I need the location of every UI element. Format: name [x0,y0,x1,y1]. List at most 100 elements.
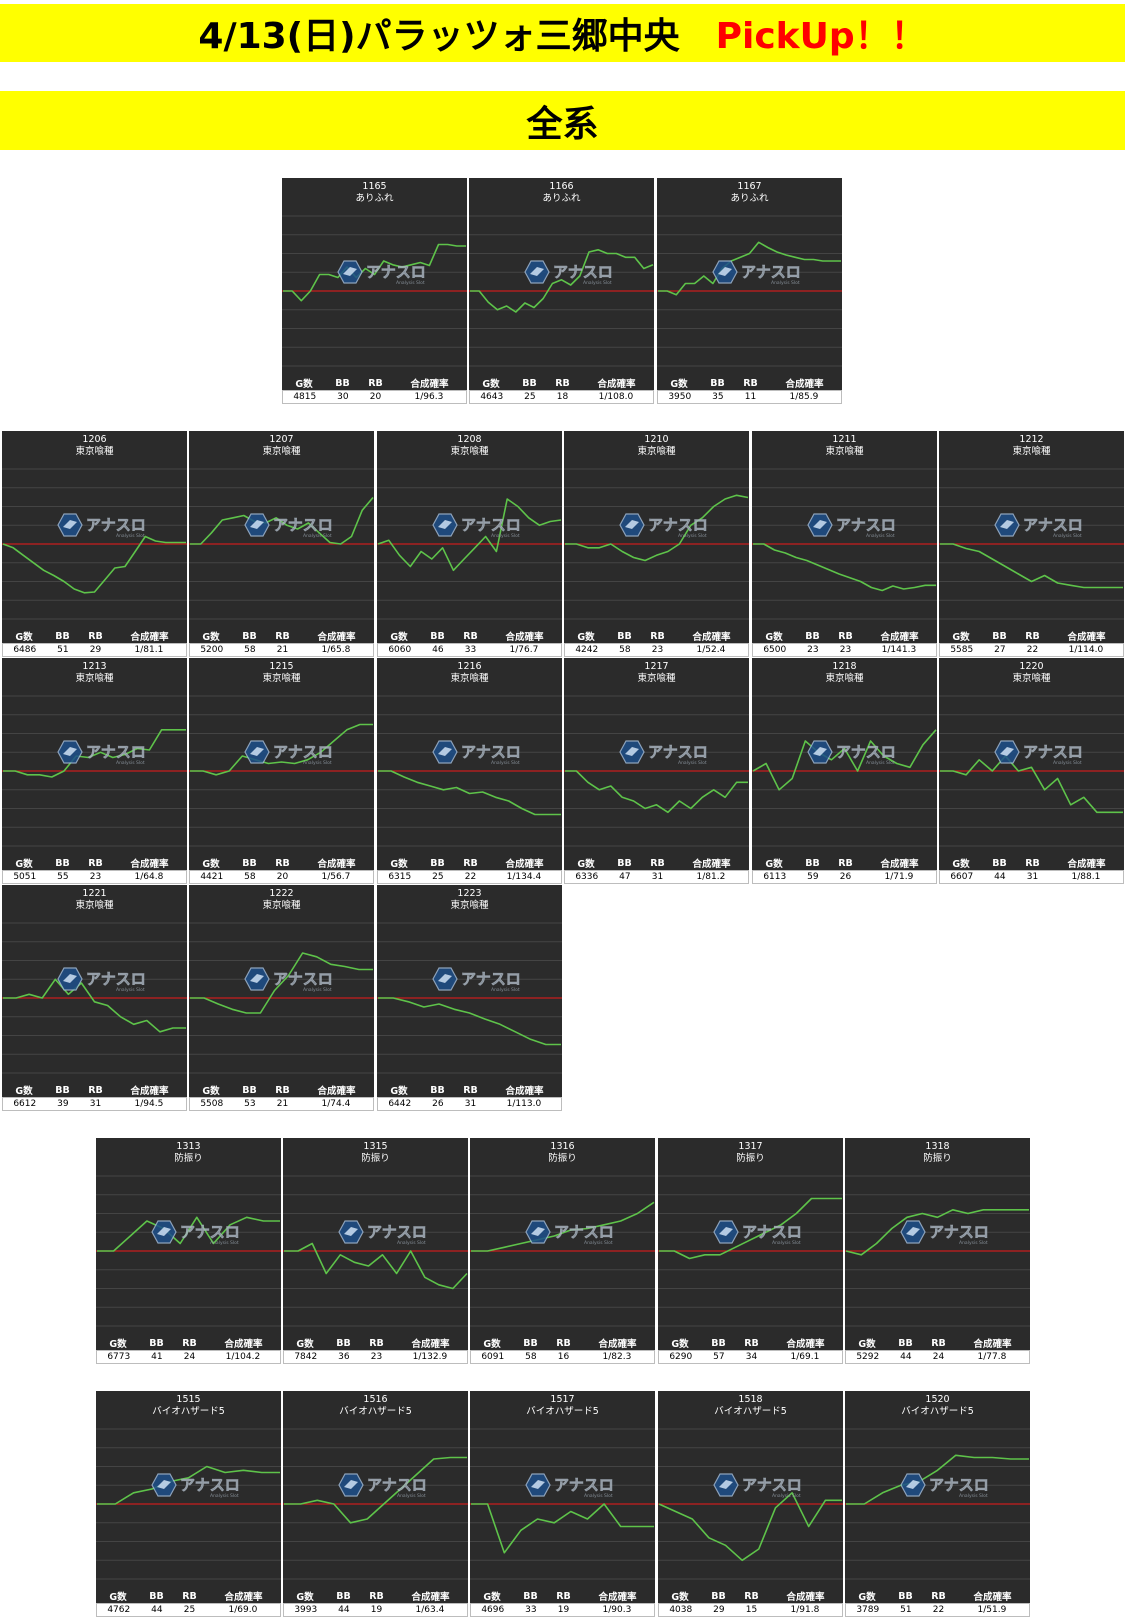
machine-number: 1515 [176,1394,201,1405]
logo-mark [63,520,77,529]
machine-number: 1215 [269,661,294,672]
watermark-text: アナスロ [86,970,146,988]
bb-value: 59 [807,872,819,882]
watermark-text: アナスロ [836,516,896,534]
line-chart [189,695,374,847]
stat-header-cell: 合成確率 [505,632,544,643]
stat-header-cell: 合成確率 [692,632,731,643]
watermark-text: アナスロ [742,1223,802,1241]
stat-header-cell: BB [898,1590,913,1602]
line-chart [96,1175,281,1327]
rate-value: 1/82.3 [602,1352,632,1362]
stat-header-cell: BB [711,1337,726,1349]
rb-value: 24 [932,1352,945,1362]
section-title: 全系 [526,103,599,145]
machine-model: 防振り [923,1152,952,1164]
machine-number: 1218 [832,661,857,672]
line-chart [658,1428,843,1580]
logo-mark [157,1227,171,1236]
stat-header-cell: RB [275,1084,290,1096]
machine-model: 東京喰種 [75,445,114,457]
stat-header-cell: RB [369,1337,384,1349]
machine-number: 1317 [738,1141,763,1152]
stat-header-cell: G数 [296,1592,314,1603]
machine-number: 1208 [457,434,482,445]
watermark-subtext: Analysis Slot [116,533,145,539]
line-chart [2,695,187,847]
stat-header-cell: RB [931,1590,946,1602]
rate-value: 1/90.3 [602,1605,632,1615]
machine-chart-card: 1215 東京喰種 アナスロ Analysis Slot G数 BB RB 合成確率 4421 5… [189,658,374,884]
stat-header-cell: G数 [577,632,595,643]
machine-model: 東京喰種 [637,445,676,457]
stat-header-cell: BB [710,377,725,389]
stat-header-cell: 合成確率 [973,1339,1012,1350]
stats-table: G数 BB RB 合成確率 3789 51 22 1/51.9 [845,1588,1030,1617]
rate-value: 1/114.0 [1068,645,1104,655]
chart-header: 1217 東京喰種 [564,661,749,684]
stat-header-cell: RB [744,1337,759,1349]
series-line [283,243,466,302]
machine-chart-card: 1207 東京喰種 アナスロ Analysis Slot G数 BB RB 合成確率 5200 5… [189,431,374,657]
stats-table: G数 BB RB 合成確率 6315 25 22 1/134.4 [377,855,562,884]
stat-header-cell: BB [430,630,445,642]
stat-header-cell: BB [992,857,1007,869]
watermark-subtext: Analysis Slot [303,760,332,766]
stat-header-cell: 合成確率 [411,1339,450,1350]
stat-header-cell: G数 [482,379,500,390]
page-title: 4/13(日)パラッツォ三郷中央 [198,16,680,57]
line-chart [845,1175,1030,1327]
rate-value: 1/108.0 [598,392,634,402]
stats-table: G数 BB RB 合成確率 7842 36 23 1/132.9 [283,1335,468,1364]
bb-value: 33 [525,1605,537,1615]
machine-chart-card: 1520 バイオハザード5 アナスロ Analysis Slot G数 BB RB 合成確率 3… [845,1391,1030,1617]
stat-header-cell: RB [744,1590,759,1602]
rate-value: 1/134.4 [506,872,542,882]
machine-chart-card: 1218 東京喰種 アナスロ Analysis Slot G数 BB RB 合成確率 6113 5… [752,658,937,884]
games-value: 6336 [575,872,599,882]
chart-header: 1313 防振り [96,1141,281,1164]
machine-number: 1318 [925,1141,950,1152]
chart-header: 1166 ありふれ [469,181,654,204]
stat-header-cell: 合成確率 [786,1339,825,1350]
games-value: 4038 [669,1605,693,1615]
stat-header-cell: RB [838,630,853,642]
series-line [658,1492,842,1562]
bb-value: 58 [525,1352,537,1362]
line-chart [657,215,842,367]
watermark-subtext: Analysis Slot [678,760,707,766]
stat-header-cell: G数 [202,632,220,643]
stats-table: G数 BB RB 合成確率 6290 57 34 1/69.1 [658,1335,843,1364]
rate-value: 1/96.3 [414,392,444,402]
chart-header: 1212 東京喰種 [939,434,1124,457]
rate-value: 1/132.9 [412,1352,448,1362]
series-line [846,1454,1029,1505]
watermark-text: アナスロ [273,970,333,988]
line-chart [189,468,374,620]
watermark-text: アナスロ [554,1223,614,1241]
stats-table: G数 BB RB 合成確率 4643 25 18 1/108.0 [469,375,654,404]
machine-number: 1220 [1019,661,1044,672]
stats-table: G数 BB RB 合成確率 4038 29 15 1/91.8 [658,1588,843,1617]
stats-table: G数 BB RB 合成確率 6091 58 16 1/82.3 [470,1335,655,1364]
watermark-subtext: Analysis Slot [772,1493,801,1499]
stat-header-cell: BB [617,630,632,642]
machine-model: 東京喰種 [450,445,489,457]
chart-header: 1223 東京喰種 [377,888,562,911]
chart-header: 1316 防振り [470,1141,655,1164]
watermark-text: アナスロ [461,516,521,534]
stat-header-cell: 合成確率 [130,632,169,643]
stats-table: G数 BB RB 合成確率 6442 26 31 1/113.0 [377,1082,562,1111]
series-line [3,728,186,778]
stats-table: G数 BB RB 合成確率 6336 47 31 1/81.2 [564,855,749,884]
machine-model: ありふれ [542,192,581,204]
stat-header-cell: G数 [765,632,783,643]
stats-table: G数 BB RB 合成確率 5585 27 22 1/114.0 [939,628,1124,657]
rate-value: 1/69.0 [228,1605,258,1615]
machine-model: 東京喰種 [825,445,864,457]
stat-header-cell: RB [463,1084,478,1096]
bb-value: 47 [619,872,631,882]
logo-mark [63,974,77,983]
